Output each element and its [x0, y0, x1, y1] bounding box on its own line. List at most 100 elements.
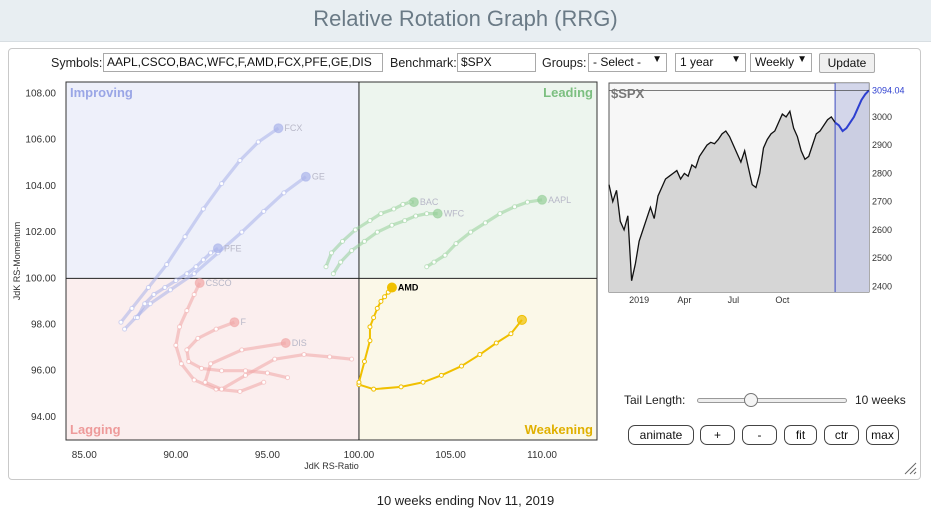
chevron-down-icon: ▼ — [797, 54, 807, 65]
series-point — [239, 347, 245, 353]
series-point — [431, 259, 437, 265]
series-point — [367, 218, 373, 224]
series-point — [129, 305, 135, 311]
series-point — [459, 363, 465, 369]
series-point — [477, 352, 483, 358]
series-point — [219, 386, 225, 392]
series-point — [438, 372, 444, 378]
series-label-f: F — [240, 317, 246, 327]
series-head-wfc — [432, 208, 443, 219]
series-point — [145, 285, 151, 291]
series-point — [524, 199, 530, 205]
series-tail-dis — [203, 341, 352, 391]
frequency-select[interactable]: Weekly ▼ — [750, 53, 812, 72]
series-point — [361, 358, 367, 364]
chevron-down-icon: ▼ — [652, 54, 662, 65]
resize-grip-icon[interactable] — [903, 461, 917, 475]
tail-length-slider[interactable] — [697, 393, 847, 407]
series-point — [186, 358, 192, 364]
series-point — [167, 287, 173, 293]
series-point — [184, 308, 190, 314]
quadrant-label-lagging: Lagging — [70, 422, 121, 437]
zoom-out-button[interactable]: - — [742, 425, 777, 445]
tail-length-slider-handle[interactable] — [743, 393, 758, 407]
series-tail-amd — [358, 319, 523, 391]
series-head-bac — [408, 197, 419, 208]
series-point — [424, 211, 430, 217]
y-tick-label: 98.00 — [31, 320, 56, 331]
series-point — [493, 340, 499, 346]
symbols-input[interactable]: AAPL,CSCO,BAC,WFC,F,AMD,FCX,PFE,GE,DIS — [103, 53, 383, 72]
quadrant-improving — [66, 82, 359, 279]
quadrant-lagging — [66, 278, 359, 440]
series-point — [255, 139, 261, 145]
series-point — [281, 190, 287, 196]
series-point — [147, 301, 153, 307]
y-tick-label: 104.00 — [25, 181, 56, 192]
series-tail-ge — [123, 175, 307, 331]
groups-select[interactable]: - Select - ▼ — [588, 53, 667, 72]
series-point — [178, 361, 184, 367]
series-point — [164, 261, 170, 267]
series-tail-f — [185, 320, 288, 380]
series-point — [261, 208, 267, 214]
series-head-ge — [300, 171, 311, 182]
series-head-csco — [194, 277, 205, 288]
series-point — [285, 375, 291, 381]
zoom-in-button[interactable]: + — [700, 425, 735, 445]
series-point — [200, 257, 206, 263]
series-head-f — [229, 317, 240, 328]
fit-button[interactable]: fit — [784, 425, 817, 445]
series-tail-csco — [174, 282, 265, 394]
series-point — [122, 326, 128, 332]
series-point — [482, 220, 488, 226]
y-tick-label: 108.00 — [25, 89, 56, 100]
series-tail-amd — [357, 286, 393, 383]
series-tail-aapl — [425, 198, 543, 269]
y-tick-label: 106.00 — [25, 135, 56, 146]
series-label-dis: DIS — [292, 338, 307, 348]
series-point — [182, 234, 188, 240]
series-head-dis — [280, 337, 291, 348]
benchmark-label: Benchmark: — [390, 56, 457, 70]
series-tail-pfe — [135, 246, 219, 319]
series-point — [208, 250, 214, 256]
series-point — [367, 338, 373, 344]
series-tail-bac — [324, 200, 414, 268]
series-point — [237, 388, 243, 394]
series-head-amd — [386, 282, 397, 293]
series-point — [389, 222, 395, 228]
series-point — [184, 347, 190, 353]
series-point — [508, 331, 514, 337]
series-point — [184, 271, 190, 277]
series-point — [374, 229, 380, 235]
frequency-select-value: Weekly — [755, 55, 795, 69]
series-head-pfe — [212, 243, 223, 254]
quadrant-label-leading: Leading — [543, 85, 593, 100]
series-label-csco: CSCO — [206, 278, 232, 288]
series-label-fcx: FCX — [284, 123, 302, 133]
period-select[interactable]: 1 year ▼ — [675, 53, 746, 72]
series-point — [382, 294, 388, 300]
series-point — [191, 291, 197, 297]
series-point — [349, 248, 355, 254]
series-point — [261, 379, 267, 385]
series-label-bac: BAC — [420, 197, 439, 207]
center-button[interactable]: ctr — [824, 425, 859, 445]
x-tick-label: 100.00 — [344, 450, 375, 461]
max-button[interactable]: max — [866, 425, 899, 445]
series-point — [118, 319, 124, 325]
benchmark-input[interactable]: $SPX — [457, 53, 536, 72]
animate-button[interactable]: animate — [628, 425, 694, 445]
title-bar: Relative Rotation Graph (RRG) — [0, 0, 931, 42]
quadrant-leading — [358, 82, 597, 279]
series-tail-wfc — [331, 212, 438, 275]
series-point — [191, 271, 197, 277]
series-point — [200, 206, 206, 212]
update-button[interactable]: Update — [819, 53, 875, 73]
series-point — [356, 379, 362, 385]
chevron-down-icon: ▼ — [731, 54, 741, 65]
footer-caption: 10 weeks ending Nov 11, 2019 — [376, 493, 555, 508]
series-point — [339, 238, 345, 244]
